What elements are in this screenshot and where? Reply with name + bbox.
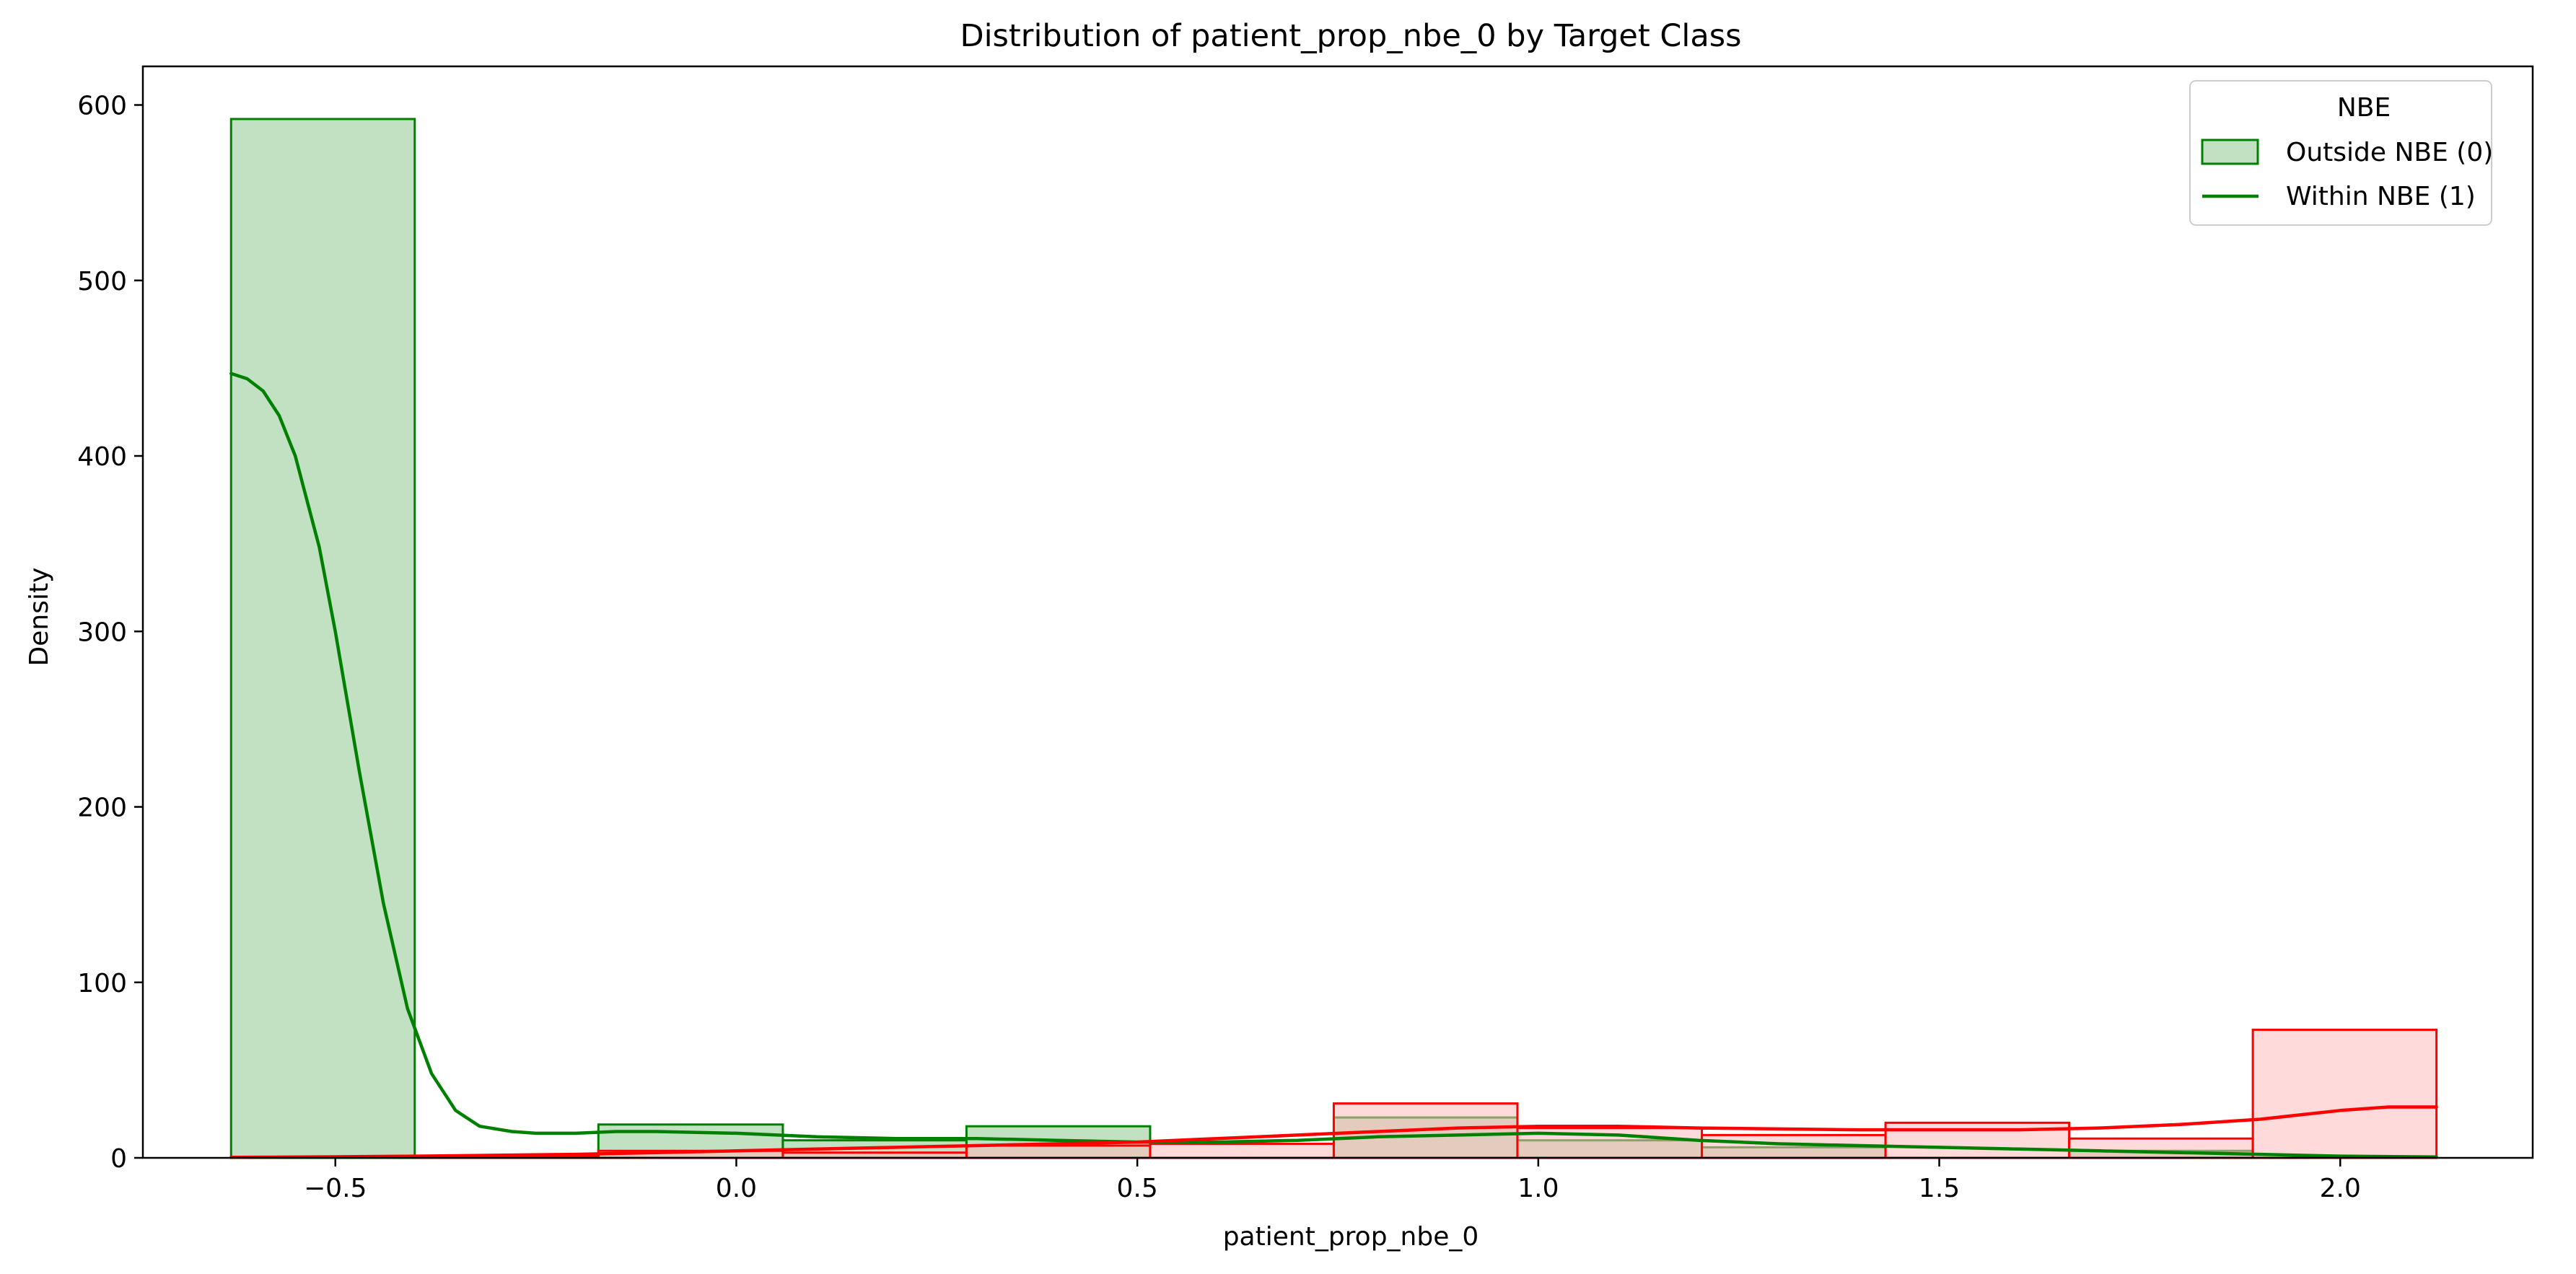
y-tick-label: 600: [77, 92, 127, 121]
y-tick-label: 0: [110, 1144, 127, 1174]
legend-label-within-nbe: Within NBE (1): [2286, 182, 2476, 211]
x-tick-label: −0.5: [304, 1174, 367, 1203]
x-tick-label: 1.0: [1517, 1174, 1559, 1203]
x-axis-label: patient_prop_nbe_0: [1223, 1222, 1479, 1252]
hist-bar-series1-bin5: [1149, 1143, 1335, 1159]
legend: NBE Outside NBE (0) Within NBE (1): [2189, 80, 2493, 226]
x-tick-label: 0.5: [1117, 1174, 1158, 1203]
y-tick-label: 300: [77, 618, 127, 647]
x-tick-label: 1.5: [1919, 1174, 1960, 1203]
kde-line-series0: [229, 372, 2438, 1159]
hist-bar-series0-bin0: [229, 118, 416, 1159]
plot-area: [229, 118, 2438, 1159]
y-axis-label: Density: [25, 568, 54, 667]
hist-bar-series1-bin11: [2251, 1028, 2438, 1159]
kde-line-series1: [229, 1105, 2438, 1159]
x-axis: −0.5 0.0 0.5 1.0 1.5 2.0: [304, 1158, 2361, 1203]
chart-title: Distribution of patient_prop_nbe_0 by Ta…: [960, 18, 1741, 54]
y-axis: 0 100 200 300 400 500 600: [77, 92, 143, 1174]
legend-title: NBE: [2337, 93, 2391, 123]
x-tick-label: 0.0: [716, 1174, 757, 1203]
y-tick-label: 400: [77, 442, 127, 472]
y-tick-label: 200: [77, 794, 127, 823]
y-tick-label: 500: [77, 267, 127, 296]
legend-label-outside-nbe: Outside NBE (0): [2286, 138, 2493, 167]
legend-box: [2189, 80, 2492, 226]
y-tick-label: 100: [77, 969, 127, 998]
x-tick-label: 2.0: [2320, 1174, 2361, 1203]
hist-bar-series1-bin4: [965, 1144, 1152, 1159]
axes-frame: [141, 65, 2534, 1159]
legend-swatch-outside-nbe: [2201, 139, 2259, 165]
